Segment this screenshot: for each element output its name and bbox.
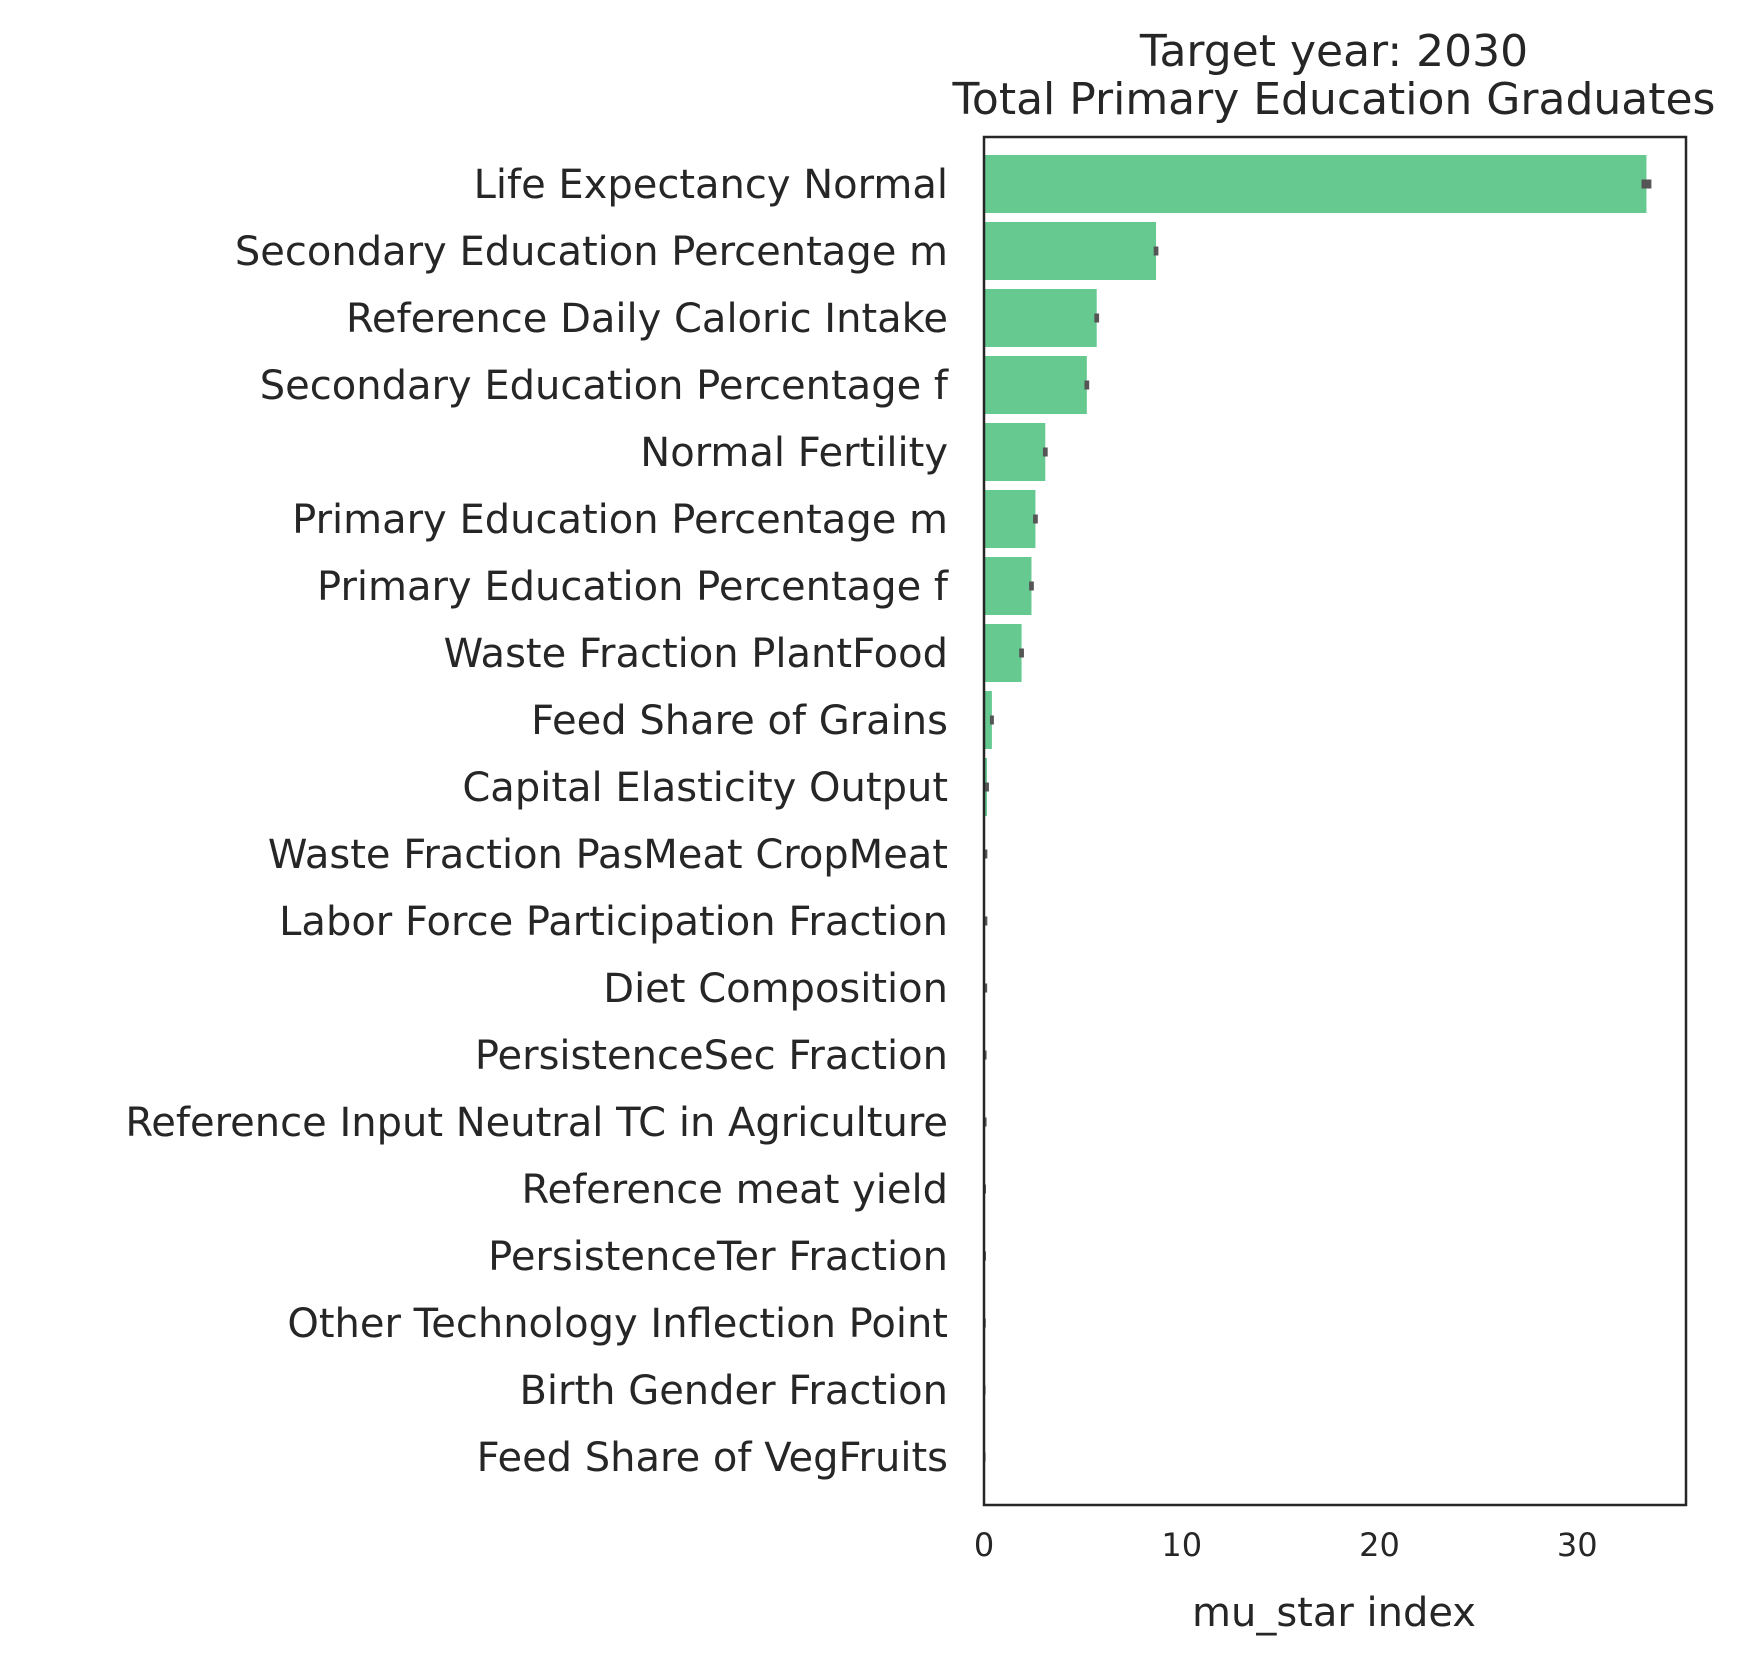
category-label: Waste Fraction PlantFood	[444, 631, 948, 677]
category-label: Normal Fertility	[640, 430, 948, 476]
category-label: Reference Input Neutral TC in Agricultur…	[125, 1100, 948, 1146]
category-label: Feed Share of VegFruits	[477, 1435, 948, 1481]
bar	[984, 624, 1022, 682]
bar	[984, 423, 1046, 481]
plot-frame	[982, 135, 1688, 1507]
category-label: Labor Force Participation Fraction	[279, 899, 948, 945]
bar	[984, 557, 1032, 615]
bar	[984, 691, 992, 749]
category-label: Secondary Education Percentage m	[235, 229, 948, 275]
chart-title: Target year: 2030	[1139, 26, 1528, 77]
category-label: Other Technology Inflection Point	[287, 1301, 948, 1347]
category-label: Feed Share of Grains	[531, 698, 948, 744]
category-label: Birth Gender Fraction	[519, 1368, 948, 1414]
bar	[984, 155, 1647, 213]
category-label: PersistenceSec Fraction	[475, 1033, 948, 1079]
category-label: Diet Composition	[603, 966, 948, 1012]
x-ticks-group: 0 10 20 30	[974, 1526, 1598, 1564]
category-label: Capital Elasticity Output	[462, 765, 948, 811]
bars-group	[984, 155, 1647, 1486]
category-label: Primary Education Percentage f	[317, 564, 949, 610]
category-label: Life Expectancy Normal	[474, 162, 948, 208]
category-label: Waste Fraction PasMeat CropMeat	[268, 832, 948, 878]
x-tick-label: 30	[1557, 1526, 1598, 1564]
category-labels-group: Life Expectancy Normal Secondary Educatio…	[125, 162, 949, 1481]
x-tick-label: 0	[974, 1526, 994, 1564]
x-tick-label: 10	[1161, 1526, 1202, 1564]
category-label: Secondary Education Percentage f	[260, 363, 949, 409]
chart-subtitle: Total Primary Education Graduates	[952, 74, 1716, 125]
category-label: Primary Education Percentage m	[292, 497, 948, 543]
category-label: PersistenceTer Fraction	[488, 1234, 948, 1280]
category-label: Reference meat yield	[521, 1167, 948, 1213]
errorbars-group	[984, 179, 1652, 1462]
x-axis-label: mu_star index	[1192, 1590, 1476, 1636]
bar	[984, 222, 1157, 280]
bar	[984, 356, 1087, 414]
bar	[984, 490, 1036, 548]
bar	[984, 289, 1097, 347]
x-tick-label: 20	[1359, 1526, 1400, 1564]
category-label: Reference Daily Caloric Intake	[346, 296, 948, 342]
